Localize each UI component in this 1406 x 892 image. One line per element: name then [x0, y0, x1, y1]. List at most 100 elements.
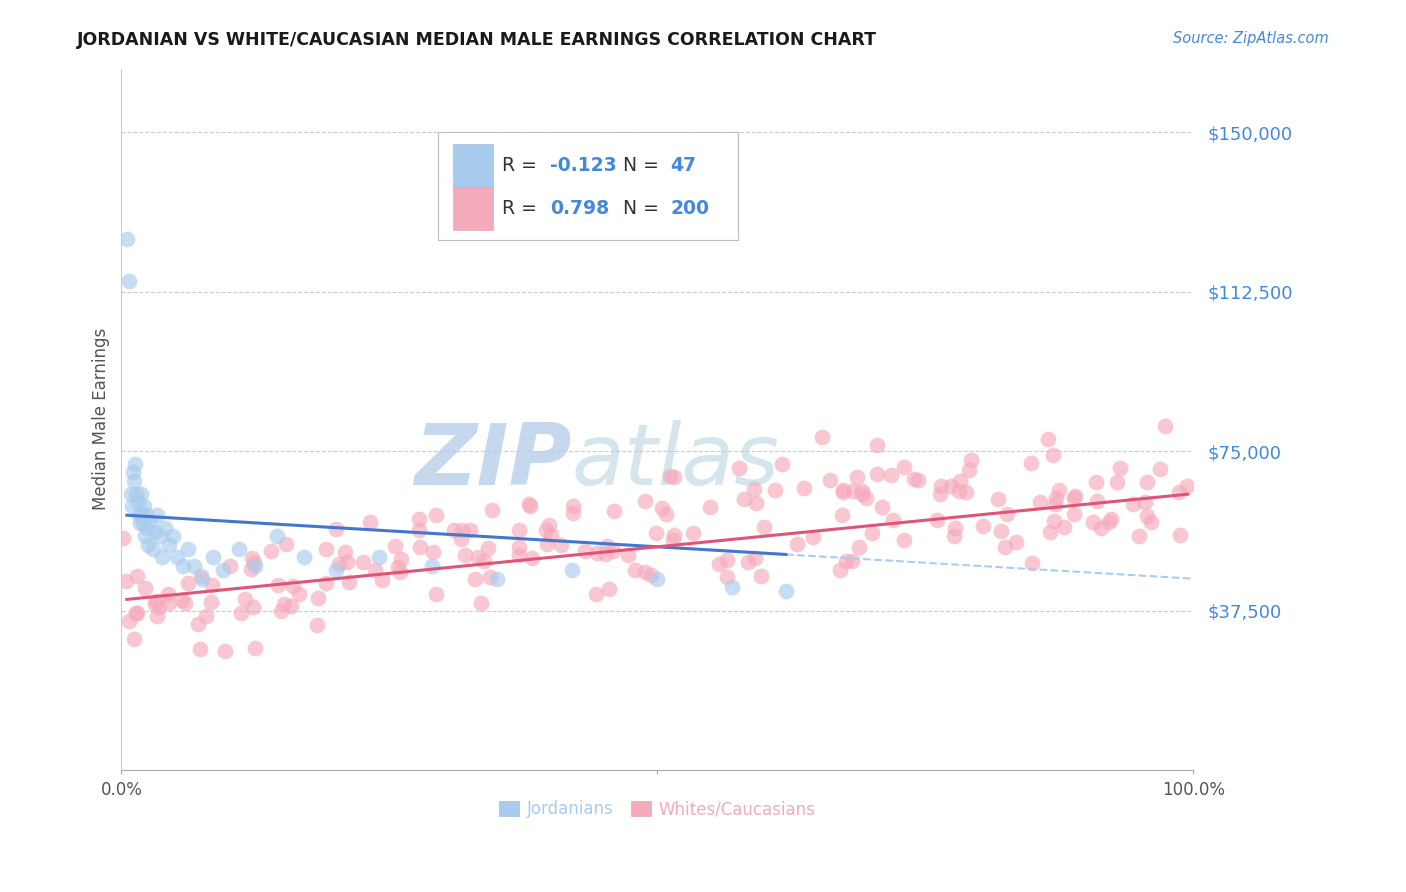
Point	[243, 556, 266, 570]
Point	[162, 529, 184, 543]
Point	[841, 484, 863, 499]
Point	[841, 554, 863, 568]
Point	[1175, 479, 1198, 493]
Point	[598, 582, 620, 596]
Point	[742, 483, 765, 497]
Text: 200: 200	[671, 199, 709, 218]
Point	[655, 507, 678, 521]
Point	[749, 569, 772, 583]
Point	[135, 508, 157, 522]
Point	[866, 438, 889, 452]
Point	[408, 512, 430, 526]
Point	[851, 483, 873, 498]
Point	[111, 531, 134, 545]
Point	[1153, 419, 1175, 434]
Point	[645, 526, 668, 541]
Point	[929, 479, 952, 493]
Text: 0.798: 0.798	[550, 199, 609, 218]
Point	[634, 565, 657, 579]
Point	[200, 595, 222, 609]
Point	[125, 607, 148, 621]
Point	[1043, 514, 1066, 528]
Point	[128, 508, 150, 522]
Point	[201, 550, 224, 565]
Point	[472, 554, 495, 568]
Point	[274, 536, 297, 550]
Point	[733, 492, 755, 507]
Point	[183, 558, 205, 573]
Point	[995, 508, 1018, 522]
Point	[1021, 556, 1043, 570]
Point	[1053, 520, 1076, 534]
Text: JORDANIAN VS WHITE/CAUCASIAN MEDIAN MALE EARNINGS CORRELATION CHART: JORDANIAN VS WHITE/CAUCASIAN MEDIAN MALE…	[77, 31, 877, 49]
Point	[860, 526, 883, 541]
Point	[336, 556, 359, 570]
Point	[131, 508, 153, 522]
Point	[454, 548, 477, 562]
Point	[124, 474, 146, 488]
Point	[1085, 494, 1108, 508]
Point	[1149, 462, 1171, 476]
Point	[425, 587, 447, 601]
Point	[832, 485, 855, 500]
Point	[593, 547, 616, 561]
Point	[245, 558, 267, 573]
Point	[146, 609, 169, 624]
Point	[464, 572, 486, 586]
Point	[634, 493, 657, 508]
Point	[1028, 495, 1050, 509]
Point	[450, 532, 472, 546]
Point	[266, 529, 288, 543]
Point	[384, 539, 406, 553]
Point	[957, 463, 980, 477]
Point	[150, 550, 173, 565]
Point	[307, 591, 329, 606]
Point	[141, 541, 163, 556]
Point	[470, 596, 492, 610]
Point	[450, 523, 472, 537]
Text: Source: ZipAtlas.com: Source: ZipAtlas.com	[1173, 31, 1329, 46]
Point	[810, 429, 832, 443]
Point	[420, 558, 443, 573]
Point	[903, 472, 925, 486]
Point	[1021, 456, 1043, 470]
Point	[337, 575, 360, 590]
Point	[231, 607, 253, 621]
Text: atlas: atlas	[572, 420, 779, 503]
FancyBboxPatch shape	[453, 187, 494, 230]
Point	[1084, 475, 1107, 489]
Point	[1136, 508, 1159, 523]
Point	[721, 580, 744, 594]
Point	[987, 492, 1010, 507]
Point	[744, 550, 766, 565]
Point	[536, 523, 558, 537]
Point	[315, 541, 337, 556]
Point	[425, 508, 447, 522]
Point	[187, 617, 209, 632]
Point	[172, 592, 194, 607]
Point	[146, 508, 169, 522]
Point	[818, 473, 841, 487]
Point	[960, 452, 983, 467]
Point	[188, 641, 211, 656]
Point	[508, 523, 530, 537]
Point	[519, 500, 541, 514]
Point	[125, 569, 148, 583]
Point	[125, 486, 148, 500]
Point	[1043, 497, 1066, 511]
Point	[191, 572, 214, 586]
Point	[699, 500, 721, 514]
Point	[134, 529, 156, 543]
Point	[1122, 497, 1144, 511]
Point	[754, 520, 776, 534]
Point	[775, 584, 797, 599]
Point	[1107, 475, 1129, 489]
Point	[388, 565, 411, 579]
Point	[596, 539, 619, 553]
Point	[846, 470, 869, 484]
Point	[315, 576, 337, 591]
Point	[907, 473, 929, 487]
Point	[1090, 521, 1112, 535]
Point	[387, 560, 409, 574]
Text: ZIP: ZIP	[413, 420, 572, 503]
